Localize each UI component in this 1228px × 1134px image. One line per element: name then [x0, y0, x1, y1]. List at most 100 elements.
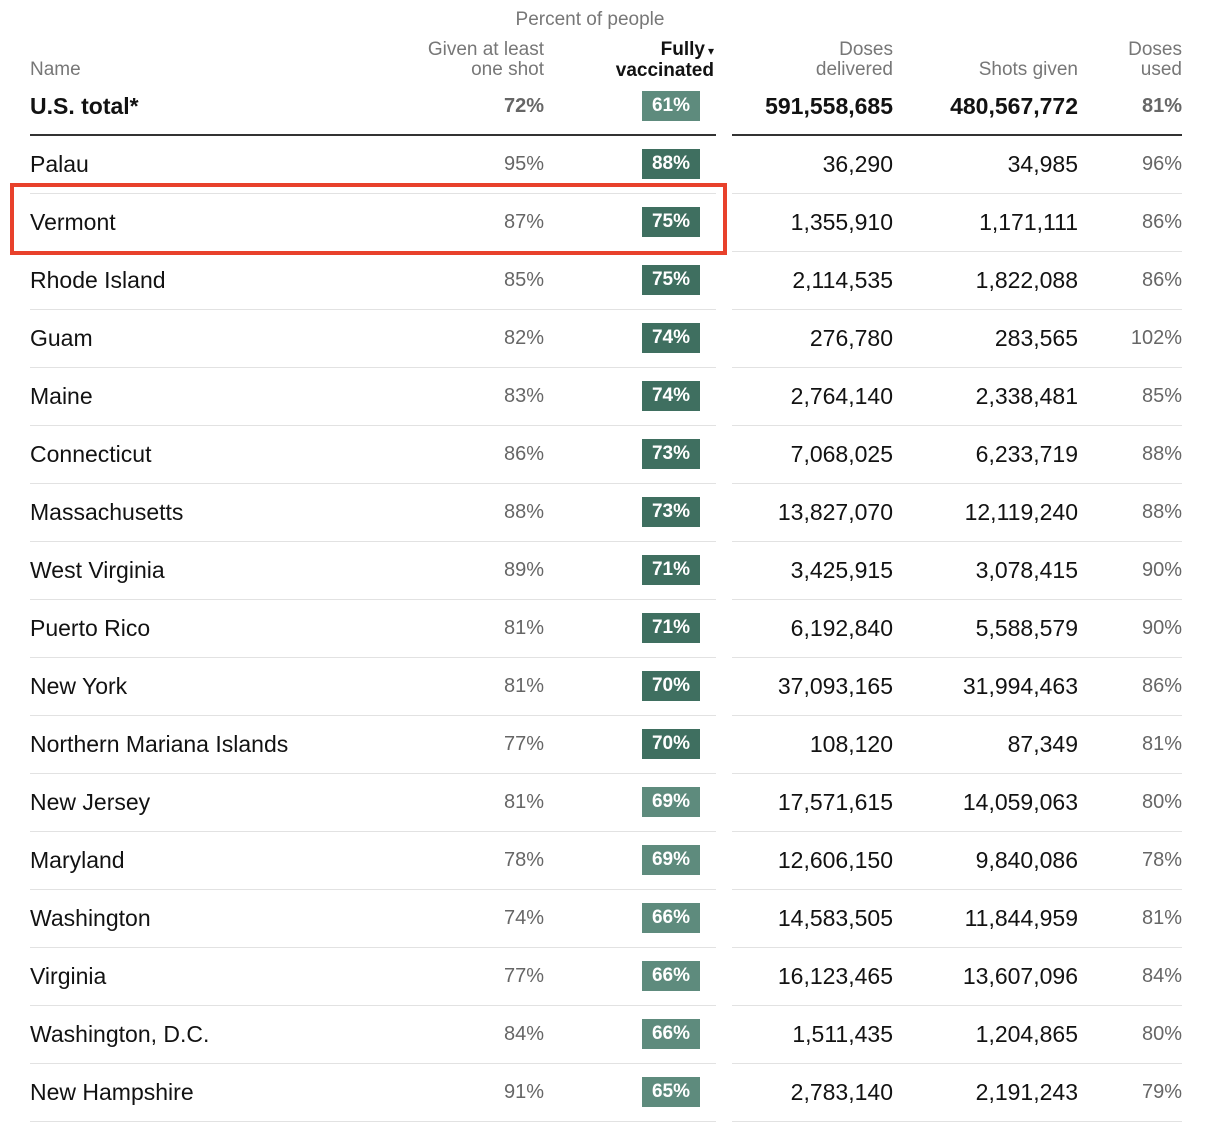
- row-delivered: 276,780: [809, 324, 893, 351]
- row-used: 79%: [1141, 1080, 1182, 1103]
- row-divider: [30, 1121, 716, 1122]
- row-name: Northern Mariana Islands: [30, 730, 289, 757]
- row-delivered: 36,290: [822, 150, 893, 177]
- row-shots: 87,349: [1007, 730, 1078, 757]
- column-header-used-line2: used: [1140, 59, 1182, 80]
- column-header-doses-delivered[interactable]: Doses delivered: [732, 40, 893, 80]
- row-one-shot: 85%: [503, 268, 544, 291]
- column-header-one-shot[interactable]: Given at least one shot: [360, 40, 544, 80]
- total-one-shot: 72%: [503, 94, 544, 117]
- row-one-shot: 81%: [503, 616, 544, 639]
- row-delivered: 108,120: [809, 730, 893, 757]
- row-delivered: 2,783,140: [790, 1078, 893, 1105]
- row-one-shot: 89%: [503, 558, 544, 581]
- row-divider: [732, 193, 1182, 194]
- row-delivered: 7,068,025: [790, 440, 893, 467]
- row-fully-cell: 74%: [620, 309, 700, 367]
- row-fully-cell: 88%: [620, 135, 700, 193]
- table-row: Puerto Rico 81% 71% 6,192,840 5,588,579 90%: [0, 599, 1228, 657]
- row-divider: [30, 193, 716, 194]
- row-one-shot: 77%: [503, 732, 544, 755]
- row-divider: [30, 715, 716, 716]
- row-one-shot: 77%: [503, 964, 544, 987]
- row-fully-badge: 65%: [642, 1077, 700, 1107]
- row-name: Palau: [30, 150, 89, 177]
- row-used: 85%: [1141, 384, 1182, 407]
- row-shots: 5,588,579: [975, 614, 1078, 641]
- row-divider: [732, 599, 1182, 600]
- table-row: Northern Mariana Islands 77% 70% 108,120 87,…: [0, 715, 1228, 773]
- row-shots: 11,844,959: [964, 904, 1078, 931]
- row-delivered: 1,511,435: [792, 1020, 893, 1047]
- row-fully-cell: 66%: [620, 1005, 700, 1063]
- row-fully-badge: 69%: [642, 845, 700, 875]
- table-row: West Virginia 89% 71% 3,425,915 3,078,415 90%: [0, 541, 1228, 599]
- row-divider: [30, 831, 716, 832]
- row-fully-cell: 66%: [620, 889, 700, 947]
- row-fully-cell: 75%: [620, 193, 700, 251]
- row-fully-badge: 75%: [642, 265, 700, 295]
- column-header-fully-vaccinated[interactable]: Fully ▾ vaccinated: [560, 40, 714, 81]
- row-divider: [732, 483, 1182, 484]
- total-delivered: 591,558,685: [765, 92, 893, 119]
- row-fully-badge: 74%: [642, 381, 700, 411]
- row-divider: [732, 715, 1182, 716]
- table-row: Guam 82% 74% 276,780 283,565 102%: [0, 309, 1228, 367]
- row-fully-badge: 75%: [642, 207, 700, 237]
- row-fully-cell: 66%: [620, 947, 700, 1005]
- column-header-one-shot-line2: one shot: [471, 59, 544, 80]
- row-fully-badge: 73%: [642, 497, 700, 527]
- row-shots: 34,985: [1007, 150, 1078, 177]
- row-divider: [30, 483, 716, 484]
- row-one-shot: 81%: [503, 790, 544, 813]
- row-fully-badge: 73%: [642, 439, 700, 469]
- row-fully-badge: 74%: [642, 323, 700, 353]
- row-used: 86%: [1141, 268, 1182, 291]
- row-fully-cell: 70%: [620, 715, 700, 773]
- table-row: Connecticut 86% 73% 7,068,025 6,233,719 88%: [0, 425, 1228, 483]
- table-row: Rhode Island 85% 75% 2,114,535 1,822,088 86%: [0, 251, 1228, 309]
- row-shots: 31,994,463: [962, 672, 1078, 699]
- row-one-shot: 87%: [503, 210, 544, 233]
- table-row: New Hampshire 91% 65% 2,783,140 2,191,243 79%: [0, 1063, 1228, 1121]
- column-header-shots-given[interactable]: Shots given: [978, 59, 1078, 80]
- row-divider: [732, 251, 1182, 252]
- row-delivered: 14,583,505: [777, 904, 893, 931]
- row-name: Puerto Rico: [30, 614, 151, 641]
- row-shots: 1,822,088: [975, 266, 1078, 293]
- row-fully-badge: 70%: [642, 671, 700, 701]
- column-header-name[interactable]: Name: [30, 59, 81, 80]
- row-shots: 2,338,481: [975, 382, 1078, 409]
- row-delivered: 17,571,615: [777, 788, 893, 815]
- row-divider: [732, 947, 1182, 948]
- row-used: 78%: [1141, 848, 1182, 871]
- row-name: Maryland: [30, 846, 125, 873]
- row-divider: [30, 947, 716, 948]
- row-divider: [732, 541, 1182, 542]
- row-one-shot: 78%: [503, 848, 544, 871]
- row-delivered: 2,764,140: [790, 382, 893, 409]
- row-shots: 1,204,865: [975, 1020, 1078, 1047]
- row-name: Rhode Island: [30, 266, 166, 293]
- table-row: Washington 74% 66% 14,583,505 11,844,959 81%: [0, 889, 1228, 947]
- row-divider: [30, 889, 716, 890]
- row-shots: 6,233,719: [975, 440, 1078, 467]
- row-used: 88%: [1141, 500, 1182, 523]
- column-header-used-line1: Doses: [1128, 39, 1182, 60]
- row-used: 86%: [1141, 210, 1182, 233]
- row-divider: [732, 889, 1182, 890]
- row-divider: [30, 541, 716, 542]
- row-one-shot: 74%: [503, 906, 544, 929]
- row-used: 81%: [1141, 906, 1182, 929]
- table-row: Massachusetts 88% 73% 13,827,070 12,119,240 8…: [0, 483, 1228, 541]
- total-row: U.S. total* 72% 61% 591,558,685 480,567,…: [0, 77, 1228, 135]
- row-fully-badge: 88%: [642, 149, 700, 179]
- total-name: U.S. total*: [30, 92, 139, 119]
- row-shots: 1,171,111: [979, 208, 1078, 235]
- row-divider: [30, 367, 716, 368]
- row-fully-badge: 70%: [642, 729, 700, 759]
- row-delivered: 12,606,150: [777, 846, 893, 873]
- column-header-doses-used[interactable]: Doses used: [1090, 40, 1182, 80]
- row-divider: [732, 425, 1182, 426]
- table-row: Palau 95% 88% 36,290 34,985 96%: [0, 135, 1228, 193]
